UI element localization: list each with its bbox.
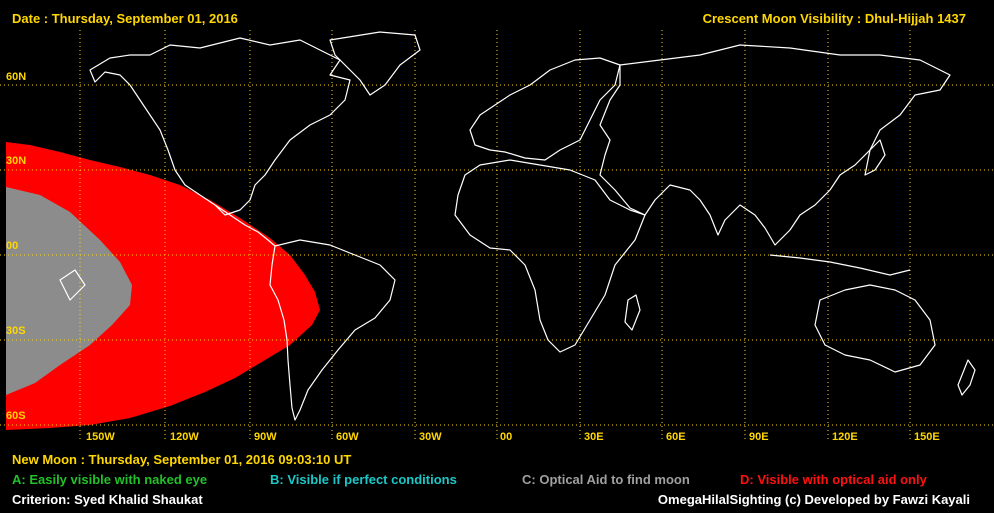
new-moon-label: New Moon : Thursday, September 01, 2016 … <box>12 452 352 467</box>
legend-d: D: Visible with optical aid only <box>740 472 927 487</box>
lon-label-60w: 60W <box>336 431 359 443</box>
lat-label-60s: 60S <box>6 410 26 422</box>
date-label: Date : Thursday, September 01, 2016 <box>12 11 238 26</box>
australia <box>814 284 936 373</box>
legend-c: C: Optical Aid to find moon <box>522 472 690 487</box>
legend-a: A: Easily visible with naked eye <box>12 472 208 487</box>
criterion-label: Criterion: Syed Khalid Shaukat <box>12 492 203 507</box>
lat-label-30s: 30S <box>6 325 26 337</box>
japan <box>864 139 886 176</box>
lon-label-150w: 150W <box>86 431 115 443</box>
north-america <box>89 37 351 216</box>
lon-label-120e: 120E <box>832 431 858 443</box>
lon-label-90w: 90W <box>254 431 277 443</box>
asia <box>599 44 951 246</box>
lon-label-120w: 120W <box>170 431 199 443</box>
credit-label: OmegaHilalSighting (c) Developed by Fawz… <box>657 492 970 507</box>
lon-label-30w: 30W <box>419 431 442 443</box>
indonesia <box>769 254 911 276</box>
lon-label-90e: 90E <box>749 431 769 443</box>
coastlines <box>59 31 976 421</box>
central-america <box>214 204 276 247</box>
lat-label-00: 00 <box>6 240 18 252</box>
zone-d-region <box>6 142 320 430</box>
legend-b: B: Visible if perfect conditions <box>270 472 457 487</box>
zone-c-region <box>6 187 132 395</box>
madagascar <box>624 294 641 331</box>
new-zealand <box>957 359 976 396</box>
lat-label-60n: 60N <box>6 71 26 83</box>
lon-grid <box>79 30 911 440</box>
lon-labels: 150W 120W 90W 60W 30W 00 30E 60E 90E 120… <box>86 431 940 443</box>
africa <box>454 159 646 353</box>
lon-label-60e: 60E <box>666 431 686 443</box>
europe <box>469 57 621 161</box>
south-america <box>269 239 396 421</box>
lat-label-30n: 30N <box>6 155 26 167</box>
lon-label-00: 00 <box>500 431 512 443</box>
visibility-zones <box>6 142 320 430</box>
map-title: Crescent Moon Visibility : Dhul-Hijjah 1… <box>702 11 966 26</box>
lat-labels: 60N 30N 00 30S 60S <box>6 71 26 422</box>
greenland <box>329 31 421 96</box>
west-coast-na-segment <box>59 269 86 301</box>
lon-label-150e: 150E <box>914 431 940 443</box>
lon-label-30e: 30E <box>584 431 604 443</box>
